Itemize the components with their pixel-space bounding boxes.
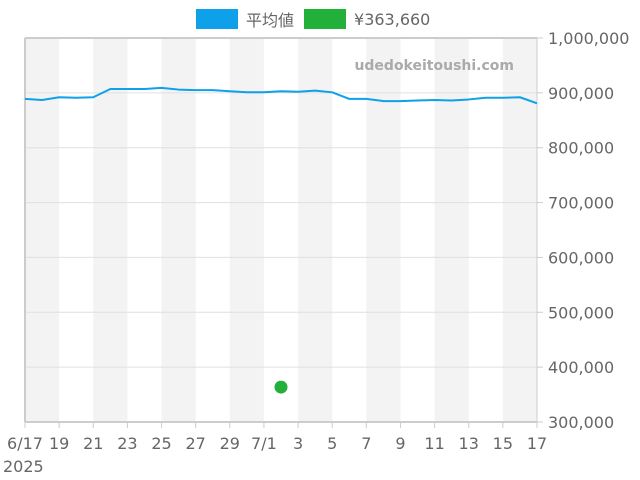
stripe-band	[434, 38, 469, 422]
x-tick-label: 17	[527, 434, 547, 453]
x-tick-label: 25	[151, 434, 171, 453]
legend-label-price[interactable]: ¥363,660	[354, 9, 431, 29]
price-points	[274, 380, 288, 394]
x-tick-label: 9	[395, 434, 405, 453]
x-tick-label: 19	[49, 434, 69, 453]
stripe-band	[298, 38, 333, 422]
year-label: 2025	[3, 457, 44, 476]
chart-legend: 平均値 ¥363,660	[196, 8, 440, 30]
average-price-line	[24, 86, 538, 105]
y-tick-label: 400,000	[548, 358, 614, 377]
x-tick-label: 15	[493, 434, 513, 453]
x-axis: 6/17 19 21 23 25 27 29 7/1 3 5 7 9 11 13 15 17 2025	[3, 422, 547, 476]
x-tick-label: 6/17	[7, 434, 43, 453]
legend-label-average[interactable]: 平均値	[246, 11, 295, 30]
stripe-band	[366, 38, 401, 422]
stripe-band	[161, 38, 196, 422]
stripe-band	[229, 38, 264, 422]
y-tick-label: 500,000	[548, 303, 614, 322]
date-stripes	[25, 38, 537, 422]
y-tick-label: 1,000,000	[548, 29, 629, 48]
x-tick-label: 7	[361, 434, 371, 453]
y-tick-label: 900,000	[548, 84, 614, 103]
y-tick-label: 600,000	[548, 248, 614, 267]
x-tick-label: 27	[185, 434, 205, 453]
y-tick-label: 700,000	[548, 194, 614, 213]
stripe-band	[502, 38, 537, 422]
stripe-band	[93, 38, 128, 422]
watermark: udedokeitoushi.com	[354, 58, 514, 74]
x-tick-label: 21	[83, 434, 103, 453]
stripe-band	[25, 38, 60, 422]
y-tick-label: 300,000	[548, 413, 614, 432]
x-tick-label: 23	[117, 434, 137, 453]
plot-frame	[24, 37, 538, 423]
y-axis: 1,000,000 900,000 800,000 700,000 600,000 500…	[537, 29, 629, 432]
legend-swatch-average[interactable]	[196, 9, 238, 29]
y-tick-label: 800,000	[548, 139, 614, 158]
x-tick-label: 3	[293, 434, 303, 453]
price-point[interactable]	[274, 380, 288, 394]
x-tick-label: 11	[424, 434, 444, 453]
x-tick-label: 7/1	[251, 434, 277, 453]
x-tick-label: 13	[459, 434, 479, 453]
x-tick-label: 5	[327, 434, 337, 453]
x-tick-label: 29	[220, 434, 240, 453]
legend-swatch-price[interactable]	[304, 9, 347, 29]
